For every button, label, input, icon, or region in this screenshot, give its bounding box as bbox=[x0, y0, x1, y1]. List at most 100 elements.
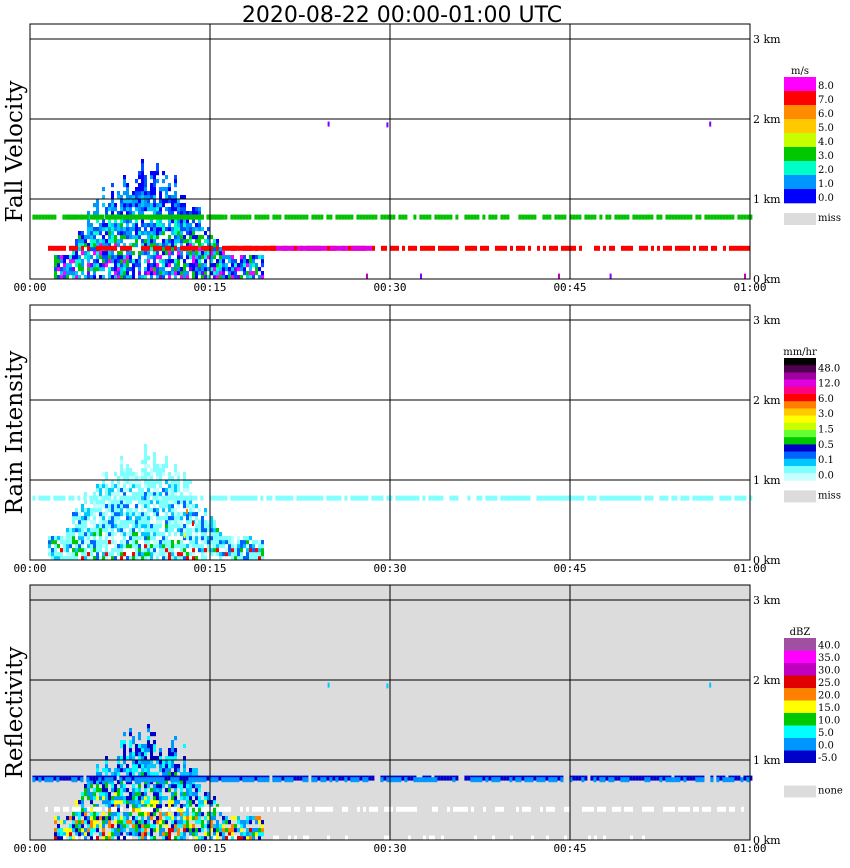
data-cell bbox=[120, 832, 123, 837]
data-band-cell bbox=[96, 806, 99, 812]
data-cell bbox=[168, 772, 171, 777]
data-band-cell bbox=[302, 495, 306, 501]
data-cell bbox=[171, 524, 174, 529]
data-cell bbox=[156, 223, 159, 228]
data-point bbox=[386, 683, 389, 689]
data-cell bbox=[141, 832, 144, 837]
data-cell bbox=[111, 532, 114, 537]
data-cell bbox=[177, 520, 180, 525]
data-cell bbox=[186, 271, 189, 276]
data-cell bbox=[147, 548, 150, 553]
data-band-cell bbox=[123, 245, 126, 251]
data-band-cell bbox=[401, 775, 405, 781]
data-cell bbox=[225, 552, 228, 557]
data-point bbox=[186, 509, 188, 514]
colorbar-label: 3.0 bbox=[818, 151, 834, 162]
data-cell bbox=[165, 243, 168, 248]
data-cell bbox=[81, 552, 84, 557]
data-cell bbox=[105, 536, 108, 541]
data-band-cell bbox=[344, 777, 348, 783]
data-cell bbox=[123, 488, 126, 493]
data-cell bbox=[168, 816, 171, 821]
data-cell bbox=[144, 187, 147, 192]
data-cell bbox=[195, 768, 198, 773]
data-cell bbox=[93, 504, 96, 509]
data-cell bbox=[90, 243, 93, 248]
data-cell bbox=[207, 267, 210, 272]
data-band-cell bbox=[240, 245, 243, 251]
data-band-cell bbox=[335, 214, 339, 220]
data-band-cell bbox=[395, 777, 399, 783]
data-cell bbox=[111, 191, 114, 196]
data-band-cell bbox=[500, 214, 504, 220]
data-band-cell bbox=[35, 775, 39, 781]
data-cell bbox=[63, 544, 66, 549]
data-cell bbox=[60, 267, 63, 272]
data-band-cell bbox=[207, 245, 210, 251]
data-band-cell bbox=[351, 245, 354, 251]
data-cell bbox=[60, 255, 63, 260]
data-cell bbox=[156, 788, 159, 793]
data-band-cell bbox=[234, 835, 237, 841]
data-cell bbox=[105, 504, 108, 509]
data-band-cell bbox=[599, 214, 603, 220]
data-band-cell bbox=[672, 806, 675, 812]
data-cell bbox=[159, 468, 162, 473]
data-cell bbox=[135, 508, 138, 513]
data-cell bbox=[168, 235, 171, 240]
data-cell bbox=[228, 548, 231, 553]
data-band-cell bbox=[261, 806, 264, 812]
data-band-cell bbox=[591, 806, 594, 812]
data-cell bbox=[204, 556, 207, 561]
data-cell bbox=[102, 544, 105, 549]
data-cell bbox=[72, 548, 75, 553]
data-band-cell bbox=[743, 214, 747, 220]
data-cell bbox=[171, 528, 174, 533]
data-band-cell bbox=[650, 775, 654, 781]
data-cell bbox=[63, 275, 66, 280]
data-cell bbox=[180, 267, 183, 272]
data-band-cell bbox=[635, 214, 639, 220]
data-band-cell bbox=[552, 245, 555, 251]
data-cell bbox=[108, 492, 111, 497]
data-cell bbox=[120, 235, 123, 240]
data-band-cell bbox=[221, 495, 225, 501]
data-cell bbox=[126, 500, 129, 505]
data-band-cell bbox=[128, 777, 132, 783]
data-cell bbox=[180, 780, 183, 785]
data-cell bbox=[90, 800, 93, 805]
data-cell bbox=[189, 480, 192, 485]
colorbar-label: 6.0 bbox=[818, 109, 834, 120]
data-band-cell bbox=[317, 495, 321, 501]
data-band-cell bbox=[104, 495, 108, 501]
data-band-cell bbox=[536, 777, 540, 783]
data-band-cell bbox=[225, 245, 228, 251]
data-cell bbox=[240, 259, 243, 264]
data-band-cell bbox=[719, 495, 723, 501]
data-cell bbox=[105, 760, 108, 765]
data-cell bbox=[111, 480, 114, 485]
data-band-cell bbox=[564, 806, 567, 812]
data-cell bbox=[186, 516, 189, 521]
data-cell bbox=[90, 832, 93, 837]
data-cell bbox=[126, 768, 129, 773]
data-cell bbox=[183, 203, 186, 208]
data-cell bbox=[129, 532, 132, 537]
data-cell bbox=[117, 508, 120, 513]
data-cell bbox=[75, 251, 78, 256]
data-cell bbox=[81, 812, 84, 817]
data-cell bbox=[99, 796, 102, 801]
data-cell bbox=[237, 820, 240, 825]
data-cell bbox=[135, 796, 138, 801]
data-band-cell bbox=[47, 495, 51, 501]
data-band-cell bbox=[671, 214, 675, 220]
data-cell bbox=[216, 548, 219, 553]
data-cell bbox=[84, 784, 87, 789]
data-band-cell bbox=[210, 214, 213, 220]
data-cell bbox=[75, 508, 78, 513]
data-cell bbox=[162, 203, 165, 208]
data-cell bbox=[168, 748, 171, 753]
data-cell bbox=[138, 492, 141, 497]
data-band-cell bbox=[248, 214, 252, 220]
data-cell bbox=[96, 500, 99, 505]
